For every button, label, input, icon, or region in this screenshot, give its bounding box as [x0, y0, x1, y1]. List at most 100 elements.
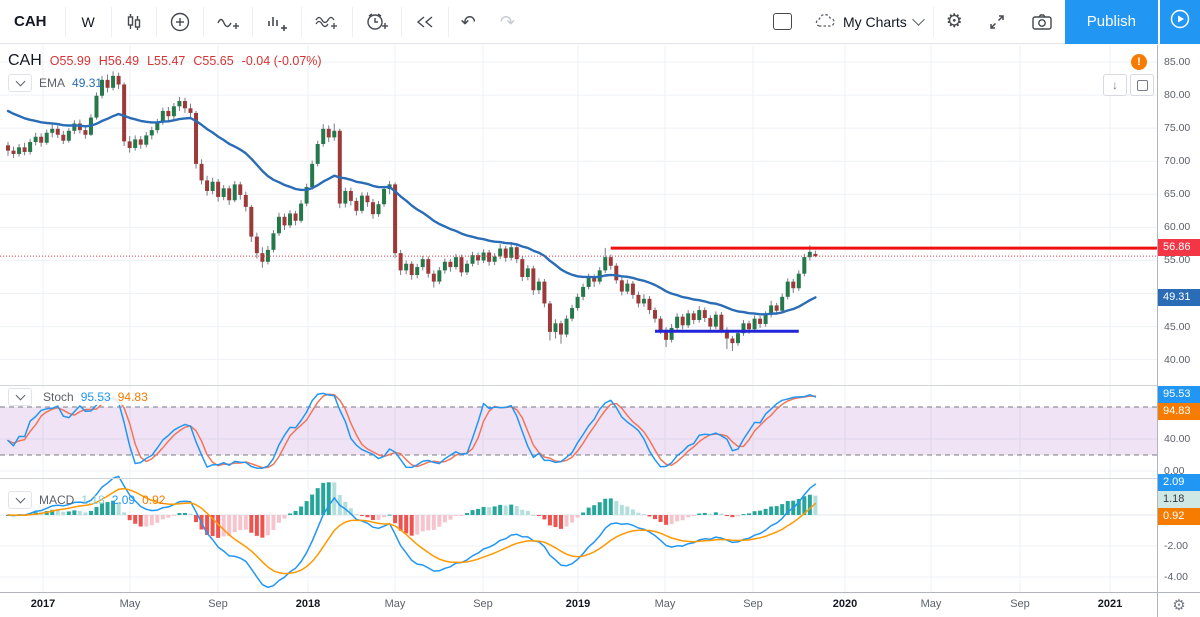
- data-warning-icon[interactable]: !: [1131, 54, 1147, 70]
- time-axis[interactable]: 2017 May Sep 2018 May Sep 2019 May Sep 2020 May Sep…: [0, 593, 1157, 617]
- ema-line: [6, 109, 817, 316]
- rewind-icon: [414, 13, 436, 31]
- toolbar-separator: [400, 6, 402, 37]
- price-badge-ema: 49.31: [1158, 289, 1200, 307]
- time-tick-label: 2021: [1097, 598, 1123, 610]
- macd-badge-signal: 0.92: [1158, 507, 1200, 525]
- stoch-label[interactable]: Stoch: [43, 390, 74, 404]
- layout-button[interactable]: [761, 0, 804, 44]
- chart-style-candles-button[interactable]: [112, 0, 156, 44]
- chevron-down-icon: [911, 13, 925, 26]
- wave-plus-icon: [216, 12, 240, 32]
- candles: [6, 71, 818, 352]
- maximize-frame-icon: [1136, 79, 1148, 91]
- macd-plot: [6, 475, 818, 589]
- axis-tick-label: 40.00: [1164, 353, 1191, 366]
- symbol-button[interactable]: CAH: [14, 13, 47, 30]
- interval-button[interactable]: W: [81, 13, 95, 30]
- play-circle-icon: [1169, 8, 1191, 35]
- time-tick-label: 2020: [832, 598, 858, 610]
- axis-tick-label: 85.00: [1164, 56, 1191, 68]
- snapshot-button[interactable]: [1019, 0, 1065, 44]
- main-legend: CAH O55.99 H56.49 L55.47 C55.65 -0.04 (-…: [8, 52, 322, 70]
- axis-tick-label: 65.00: [1164, 188, 1191, 201]
- macd-pane-menu-button[interactable]: [8, 491, 32, 509]
- toolbar-separator: [64, 6, 66, 37]
- time-tick-label: Sep: [1010, 598, 1030, 610]
- stoch-pane-menu-button[interactable]: [8, 388, 32, 406]
- pane-controls: ↓: [1103, 74, 1154, 96]
- macd-legend: MACD 1.18 2.09 0.92: [8, 491, 165, 509]
- time-axis-settings-button[interactable]: ⚙: [1172, 597, 1186, 614]
- legend-symbol[interactable]: CAH: [8, 52, 42, 69]
- layout-grid-icon: [772, 13, 792, 30]
- time-tick-label: Sep: [743, 598, 763, 610]
- macd-signal-value: 0.92: [142, 493, 166, 507]
- ema-legend: EMA 49.31: [8, 74, 102, 92]
- compare-button[interactable]: [157, 0, 203, 44]
- chart-canvas[interactable]: [0, 45, 1157, 592]
- chevron-down-icon: [15, 493, 25, 504]
- replay-button[interactable]: [402, 0, 448, 44]
- templates-button[interactable]: [302, 0, 352, 44]
- indicators-button[interactable]: [204, 0, 252, 44]
- publish-button[interactable]: Publish: [1064, 0, 1158, 44]
- stoch-legend: Stoch 95.53 94.83: [8, 388, 152, 406]
- alert-button[interactable]: [353, 0, 401, 44]
- bars-plus-icon: [265, 12, 289, 32]
- pane-separator[interactable]: [0, 385, 1200, 386]
- chevron-down-icon: [15, 76, 25, 87]
- publish-play-button[interactable]: [1158, 0, 1200, 44]
- macd-hist-value: 1.18: [81, 493, 105, 507]
- gridlines: [0, 45, 1157, 592]
- macd-label[interactable]: MACD: [39, 493, 75, 507]
- time-tick-label: May: [119, 598, 141, 610]
- legend-high: H56.49: [98, 54, 140, 68]
- toolbar-separator: [351, 6, 353, 37]
- axis-tick-label: 70.00: [1164, 155, 1191, 168]
- fullscreen-button[interactable]: [975, 0, 1019, 44]
- alarm-clock-plus-icon: [365, 11, 389, 33]
- toolbar-separator: [110, 6, 112, 37]
- axis-tick-label: 55.00: [1164, 254, 1191, 267]
- time-tick-label: 2019: [565, 598, 591, 610]
- time-tick-label: 2017: [30, 598, 56, 610]
- main-pane-menu-button[interactable]: [8, 74, 32, 92]
- my-charts-label: My Charts: [842, 13, 907, 30]
- stoch-d-value: 94.83: [117, 390, 148, 404]
- my-charts-menu[interactable]: My Charts: [804, 13, 933, 31]
- legend-close: C55.65: [193, 54, 234, 68]
- camera-icon: [1031, 13, 1053, 31]
- ema-label[interactable]: EMA: [39, 76, 66, 90]
- scroll-down-button[interactable]: ↓: [1103, 74, 1127, 96]
- toolbar-separator: [300, 6, 302, 37]
- axis-tick-label: 75.00: [1164, 122, 1191, 135]
- settings-button[interactable]: ⚙: [945, 11, 963, 32]
- down-arrow-icon: ↓: [1112, 78, 1118, 92]
- time-tick-label: May: [384, 598, 406, 610]
- axis-tick-label: -2.00: [1164, 540, 1188, 552]
- time-tick-label: May: [920, 598, 942, 610]
- axis-tick-label: 45.00: [1164, 320, 1191, 333]
- pane-separator[interactable]: [0, 478, 1200, 479]
- circle-plus-icon: [169, 11, 191, 33]
- price-badge-resistance: 56.86: [1158, 239, 1200, 257]
- time-tick-label: May: [654, 598, 676, 610]
- time-tick-label: 2018: [295, 598, 321, 610]
- time-axis-border: [0, 592, 1200, 593]
- undo-button[interactable]: ↶: [460, 11, 476, 32]
- price-axis-border: [1157, 45, 1158, 617]
- stoch-badge-d: 94.83: [1158, 402, 1200, 420]
- candlestick-icon: [124, 12, 144, 32]
- maximize-pane-button[interactable]: [1130, 74, 1154, 96]
- legend-change: -0.04 (-0.07%): [241, 54, 322, 68]
- stoch-k-value: 95.53: [80, 390, 111, 404]
- multiwave-plus-icon: [314, 12, 340, 32]
- horizontal-lines: [0, 246, 1157, 333]
- toolbar-separator: [251, 6, 253, 37]
- toolbar-separator: [932, 6, 934, 37]
- price-axis[interactable]: 56.86 49.31 95.53 94.83 2.09 1.18 0.92 8…: [1158, 45, 1200, 592]
- redo-button[interactable]: ↷: [499, 11, 515, 32]
- fundamentals-button[interactable]: [253, 0, 301, 44]
